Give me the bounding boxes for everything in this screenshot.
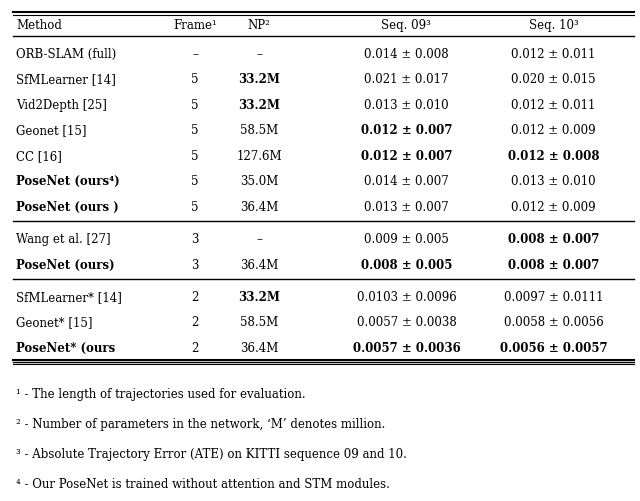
Text: 58.5M: 58.5M [240,316,278,329]
Text: 36.4M: 36.4M [240,259,278,272]
Text: 0.012 ± 0.007: 0.012 ± 0.007 [361,150,452,163]
Text: Wang et al. [27]: Wang et al. [27] [16,233,111,246]
Text: 35.0M: 35.0M [240,175,278,188]
Text: 0.012 ± 0.007: 0.012 ± 0.007 [361,124,452,137]
Text: PoseNet (ours): PoseNet (ours) [16,259,115,272]
Text: 3: 3 [191,233,199,246]
Text: Geonet* [15]: Geonet* [15] [16,316,93,329]
Text: Seq. 10³: Seq. 10³ [529,19,579,32]
Text: 3: 3 [191,259,199,272]
Text: SfMLearner [14]: SfMLearner [14] [16,73,116,86]
Text: 0.008 ± 0.005: 0.008 ± 0.005 [361,259,452,272]
Text: 127.6M: 127.6M [236,150,282,163]
Text: PoseNet* (ours: PoseNet* (ours [16,342,115,355]
Text: 36.4M: 36.4M [240,342,278,355]
Text: Geonet [15]: Geonet [15] [16,124,86,137]
Text: 5: 5 [191,201,199,214]
Text: PoseNet (ours ): PoseNet (ours ) [16,201,119,214]
Text: 0.012 ± 0.011: 0.012 ± 0.011 [511,48,596,61]
Text: ³ - Absolute Trajectory Error (ATE) on KITTI sequence 09 and 10.: ³ - Absolute Trajectory Error (ATE) on K… [16,448,407,461]
Text: 0.014 ± 0.007: 0.014 ± 0.007 [364,175,449,188]
Text: 0.013 ± 0.010: 0.013 ± 0.010 [364,99,449,112]
Text: Seq. 09³: Seq. 09³ [381,19,431,32]
Text: ¹ - The length of trajectories used for evaluation.: ¹ - The length of trajectories used for … [16,388,306,401]
Text: 0.020 ± 0.015: 0.020 ± 0.015 [511,73,596,86]
Text: 0.0058 ± 0.0056: 0.0058 ± 0.0056 [504,316,604,329]
Text: 0.008 ± 0.007: 0.008 ± 0.007 [508,259,599,272]
Text: 0.0056 ± 0.0057: 0.0056 ± 0.0057 [500,342,607,355]
Text: 58.5M: 58.5M [240,124,278,137]
Text: 5: 5 [191,175,199,188]
Text: PoseNet (ours⁴): PoseNet (ours⁴) [16,175,120,188]
Text: 0.0103 ± 0.0096: 0.0103 ± 0.0096 [356,291,456,304]
Text: 0.0097 ± 0.0111: 0.0097 ± 0.0111 [504,291,604,304]
Text: 0.021 ± 0.017: 0.021 ± 0.017 [364,73,449,86]
Text: 0.0057 ± 0.0038: 0.0057 ± 0.0038 [356,316,456,329]
Text: 5: 5 [191,150,199,163]
Text: ² - Number of parameters in the network, ‘M’ denotes million.: ² - Number of parameters in the network,… [16,418,385,431]
Text: 0.012 ± 0.009: 0.012 ± 0.009 [511,201,596,214]
Text: Vid2Depth [25]: Vid2Depth [25] [16,99,107,112]
Text: 33.2M: 33.2M [238,291,280,304]
Text: Method: Method [16,19,62,32]
Text: ⁴ - Our PoseNet is trained without attention and STM modules.: ⁴ - Our PoseNet is trained without atten… [16,478,390,491]
Text: 36.4M: 36.4M [240,201,278,214]
Text: 0.013 ± 0.007: 0.013 ± 0.007 [364,201,449,214]
Text: 0.012 ± 0.008: 0.012 ± 0.008 [508,150,599,163]
Text: –: – [256,48,262,61]
Text: 33.2M: 33.2M [238,73,280,86]
Text: 2: 2 [191,342,199,355]
Text: Frame¹: Frame¹ [173,19,217,32]
Text: –: – [256,233,262,246]
Text: 33.2M: 33.2M [238,99,280,112]
Text: 0.013 ± 0.010: 0.013 ± 0.010 [511,175,596,188]
Text: 5: 5 [191,124,199,137]
Text: –: – [192,48,198,61]
Text: 5: 5 [191,73,199,86]
Text: 0.012 ± 0.011: 0.012 ± 0.011 [511,99,596,112]
Text: NP²: NP² [248,19,271,32]
Text: 0.008 ± 0.007: 0.008 ± 0.007 [508,233,599,246]
Text: 0.0057 ± 0.0036: 0.0057 ± 0.0036 [353,342,460,355]
Text: SfMLearner* [14]: SfMLearner* [14] [16,291,122,304]
Text: CC [16]: CC [16] [16,150,62,163]
Text: 0.012 ± 0.009: 0.012 ± 0.009 [511,124,596,137]
Text: ORB-SLAM (full): ORB-SLAM (full) [16,48,116,61]
Text: 0.014 ± 0.008: 0.014 ± 0.008 [364,48,449,61]
Text: 5: 5 [191,99,199,112]
Text: 2: 2 [191,291,199,304]
Text: 2: 2 [191,316,199,329]
Text: 0.009 ± 0.005: 0.009 ± 0.005 [364,233,449,246]
